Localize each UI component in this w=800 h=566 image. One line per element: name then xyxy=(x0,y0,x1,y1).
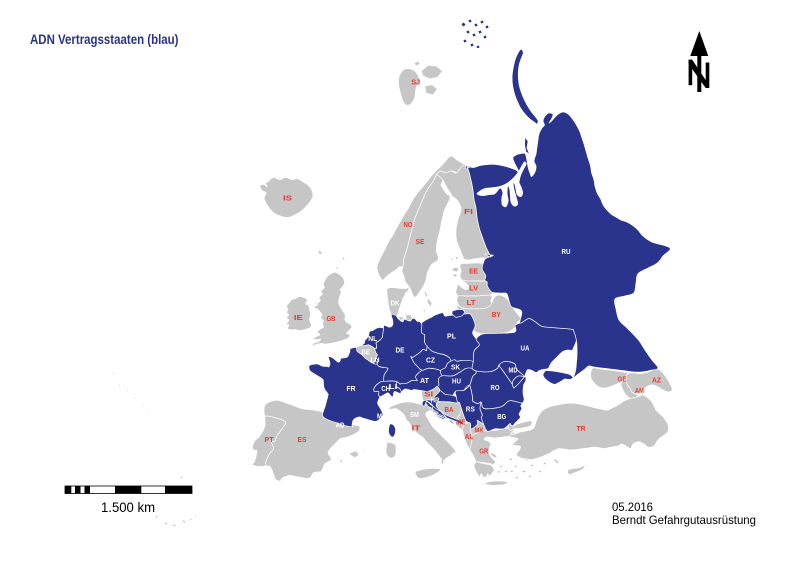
svg-text:SM: SM xyxy=(410,410,419,419)
svg-text:LT: LT xyxy=(467,298,476,307)
svg-text:DE: DE xyxy=(396,346,405,355)
svg-text:FI: FI xyxy=(464,207,473,216)
svg-text:BA: BA xyxy=(445,405,454,414)
svg-text:IS: IS xyxy=(283,194,292,203)
svg-text:MD: MD xyxy=(509,366,518,375)
svg-text:UA: UA xyxy=(521,344,530,353)
svg-text:GR: GR xyxy=(479,447,488,456)
svg-text:BE: BE xyxy=(361,348,370,357)
svg-text:DK: DK xyxy=(391,299,400,308)
svg-text:CZ: CZ xyxy=(426,356,435,365)
svg-text:GB: GB xyxy=(327,314,336,323)
svg-text:SE: SE xyxy=(416,237,425,246)
svg-text:AT: AT xyxy=(420,376,429,385)
svg-text:HU: HU xyxy=(452,377,461,386)
svg-text:RU: RU xyxy=(562,247,571,256)
svg-text:ME: ME xyxy=(456,418,465,427)
svg-text:CH: CH xyxy=(381,384,390,393)
svg-text:1.500 km: 1.500 km xyxy=(101,500,155,515)
svg-text:Berndt Gefahrgutausrüstung: Berndt Gefahrgutausrüstung xyxy=(612,513,756,527)
svg-text:LU: LU xyxy=(371,356,380,365)
svg-text:AZ: AZ xyxy=(652,376,661,385)
svg-text:TR: TR xyxy=(577,424,587,433)
svg-text:ES: ES xyxy=(298,435,307,444)
svg-text:AM: AM xyxy=(635,386,644,395)
svg-text:GE: GE xyxy=(618,375,627,384)
svg-text:AL: AL xyxy=(465,432,474,441)
svg-text:PL: PL xyxy=(447,332,456,341)
svg-text:BG: BG xyxy=(497,412,506,421)
svg-text:AD: AD xyxy=(336,421,345,430)
svg-text:NO: NO xyxy=(404,220,413,229)
svg-text:SI: SI xyxy=(424,390,433,399)
svg-text:IE: IE xyxy=(294,313,303,322)
svg-text:ADN Vertragsstaaten (blau): ADN Vertragsstaaten (blau) xyxy=(30,31,179,47)
svg-text:RS: RS xyxy=(466,404,475,413)
svg-text:LV: LV xyxy=(469,283,478,292)
svg-text:IT: IT xyxy=(412,424,422,433)
svg-text:FR: FR xyxy=(347,384,357,393)
svg-text:PT: PT xyxy=(265,435,274,444)
svg-text:HR: HR xyxy=(431,396,440,405)
svg-text:NL: NL xyxy=(368,334,377,343)
svg-text:MK: MK xyxy=(475,426,484,435)
svg-text:EE: EE xyxy=(469,266,478,275)
svg-text:RO: RO xyxy=(491,383,500,392)
svg-text:SK: SK xyxy=(451,363,461,372)
svg-text:05.2016: 05.2016 xyxy=(612,500,653,514)
svg-text:BY: BY xyxy=(492,310,501,319)
svg-text:SJ: SJ xyxy=(411,78,420,87)
svg-text:M: M xyxy=(377,412,382,421)
svg-text:LI: LI xyxy=(389,382,398,391)
